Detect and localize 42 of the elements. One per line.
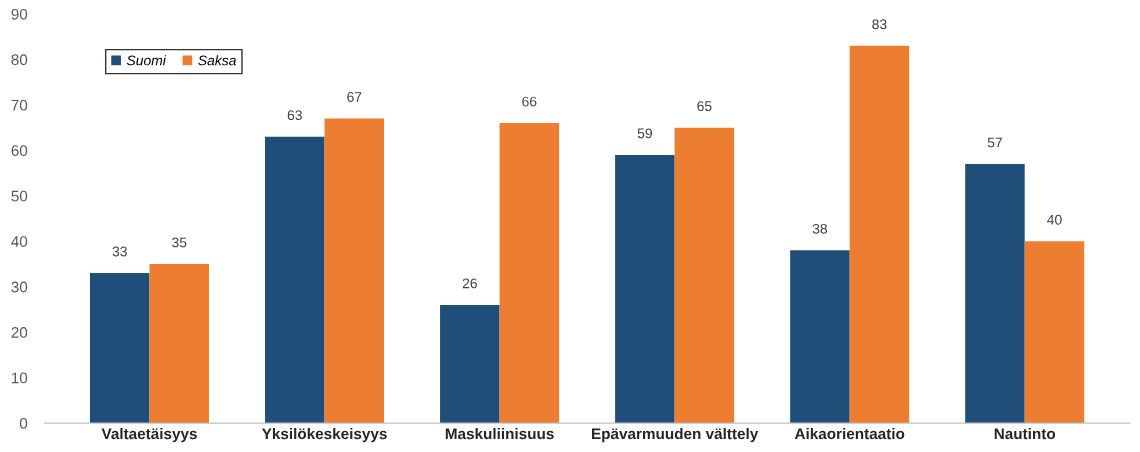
- data-label: 35: [172, 237, 187, 248]
- y-tick-label: 80: [11, 54, 28, 66]
- y-tick-label: 10: [11, 372, 28, 384]
- x-tick-label: Maskuliinisuus: [445, 427, 554, 440]
- legend-label: Saksa: [198, 55, 236, 66]
- x-tick-label: Valtaetäisyys: [101, 427, 197, 443]
- y-tick-label: 60: [11, 145, 28, 157]
- bar: [790, 250, 850, 424]
- bar: [89, 273, 150, 424]
- data-label: 57: [987, 137, 1002, 148]
- bar: [324, 118, 385, 424]
- y-tick-label: 70: [11, 99, 28, 111]
- data-label: 67: [347, 92, 362, 102]
- x-tick-label: Aikaorientaatio: [794, 427, 905, 440]
- data-label: 26: [462, 278, 477, 289]
- y-tick-label: 20: [11, 327, 28, 338]
- legend-label: Suomi: [126, 55, 167, 66]
- bar: [440, 304, 500, 424]
- data-label: 59: [637, 128, 652, 139]
- data-label: 65: [697, 101, 712, 112]
- bar: [674, 127, 735, 424]
- bar: [149, 263, 209, 424]
- bar: [499, 123, 560, 424]
- y-tick-label: 0: [19, 417, 28, 429]
- bar: [965, 164, 1025, 424]
- bar: [265, 136, 325, 424]
- data-label: 66: [522, 96, 537, 107]
- y-tick-label: 40: [11, 236, 28, 247]
- data-label: 38: [812, 223, 828, 234]
- data-label: 63: [287, 110, 302, 121]
- x-tick-label: Nautinto: [994, 427, 1056, 440]
- bar: [1024, 241, 1085, 424]
- data-label: 40: [1047, 214, 1062, 225]
- bar: [615, 154, 675, 424]
- data-label: 33: [112, 246, 127, 257]
- y-tick-label: 50: [11, 190, 28, 202]
- x-tick-label: Epävarmuuden välttely: [592, 427, 759, 443]
- x-tick-label: Yksilökeskeisyys: [261, 427, 387, 443]
- y-tick-label: 30: [11, 281, 28, 293]
- data-label: 83: [872, 19, 887, 30]
- y-tick-label: 90: [11, 8, 28, 20]
- bar: [849, 45, 910, 424]
